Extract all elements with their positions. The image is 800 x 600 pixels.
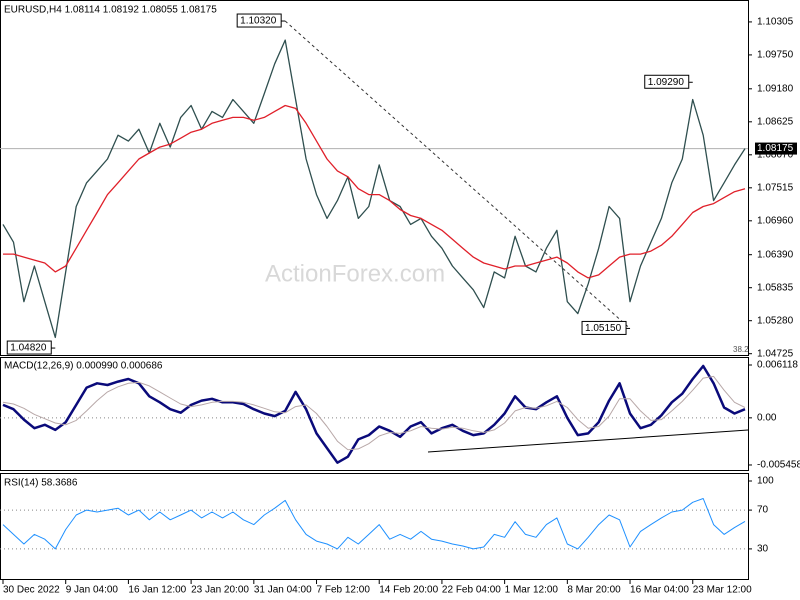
y-tick-label: -0.005458 <box>757 460 800 471</box>
y-tick-label: 1.04725 <box>757 348 794 359</box>
x-tick-label: 30 Dec 2022 <box>3 585 60 596</box>
y-tick-label: 1.08070 <box>757 149 794 160</box>
x-tick-label: 14 Feb 20:00 <box>379 585 438 596</box>
annotation-box <box>236 13 282 28</box>
y-tick-label: 1.08625 <box>757 116 794 127</box>
price-panel <box>0 0 749 356</box>
annotation-box <box>644 74 690 89</box>
macd-trendline <box>427 429 749 453</box>
x-tick-label: 8 Mar 20:00 <box>567 585 621 596</box>
x-tick-label: 31 Jan 04:00 <box>254 585 312 596</box>
x-tick-label: 1 Mar 12:00 <box>505 585 559 596</box>
x-tick-label: 16 Mar 04:00 <box>630 585 689 596</box>
annotation-label: 1.04820 <box>10 343 47 354</box>
current-price-box <box>755 142 797 155</box>
y-tick-label: 70 <box>757 505 769 516</box>
series-line <box>2 364 746 464</box>
series-line <box>3 104 746 279</box>
x-tick-label: 23 Jan 20:00 <box>191 585 249 596</box>
y-tick-label: 30 <box>757 544 769 555</box>
panel-title: MACD(12,26,9) 0.000990 0.000686 <box>4 361 163 372</box>
annotation-box <box>6 340 52 355</box>
trendline <box>284 20 631 329</box>
annotation-box <box>581 320 627 335</box>
series-line <box>2 39 746 339</box>
current-price-label: 1.08175 <box>757 143 794 154</box>
x-tick-label: 23 Mar 12:00 <box>693 585 752 596</box>
y-tick-label: 100 <box>757 476 774 487</box>
x-tick-label: 22 Feb 04:00 <box>442 585 501 596</box>
rsi-panel <box>0 473 749 580</box>
macd-panel <box>0 357 749 471</box>
y-tick-label: 1.09180 <box>757 83 794 94</box>
y-tick-label: 0.00 <box>757 412 777 423</box>
y-tick-label: 0.006118 <box>757 360 798 371</box>
y-tick-label: 1.05280 <box>757 315 794 326</box>
fib-label: 38.2 <box>733 345 749 354</box>
y-tick-label: 1.06960 <box>757 215 794 226</box>
y-tick-label: 1.05835 <box>757 282 794 293</box>
annotation-label: 1.09290 <box>648 77 685 88</box>
x-tick-label: 7 Feb 12:00 <box>317 585 371 596</box>
x-tick-label: 9 Jan 04:00 <box>66 585 119 596</box>
y-tick-label: 1.07515 <box>757 182 794 193</box>
panel-title: EURUSD,H4 1.08114 1.08192 1.08055 1.0817… <box>4 5 217 16</box>
series-line <box>2 498 746 550</box>
y-tick-label: 1.10305 <box>757 17 794 28</box>
annotation-label: 1.05150 <box>585 323 622 334</box>
annotation-label: 1.10320 <box>240 16 277 27</box>
y-tick-label: 1.09750 <box>757 50 794 61</box>
panel-title: RSI(14) 58.3686 <box>4 478 78 489</box>
series-line <box>2 375 746 451</box>
x-tick-label: 16 Jan 12:00 <box>128 585 186 596</box>
watermark: ActionForex.com <box>265 260 445 287</box>
y-tick-label: 1.06390 <box>757 249 794 260</box>
